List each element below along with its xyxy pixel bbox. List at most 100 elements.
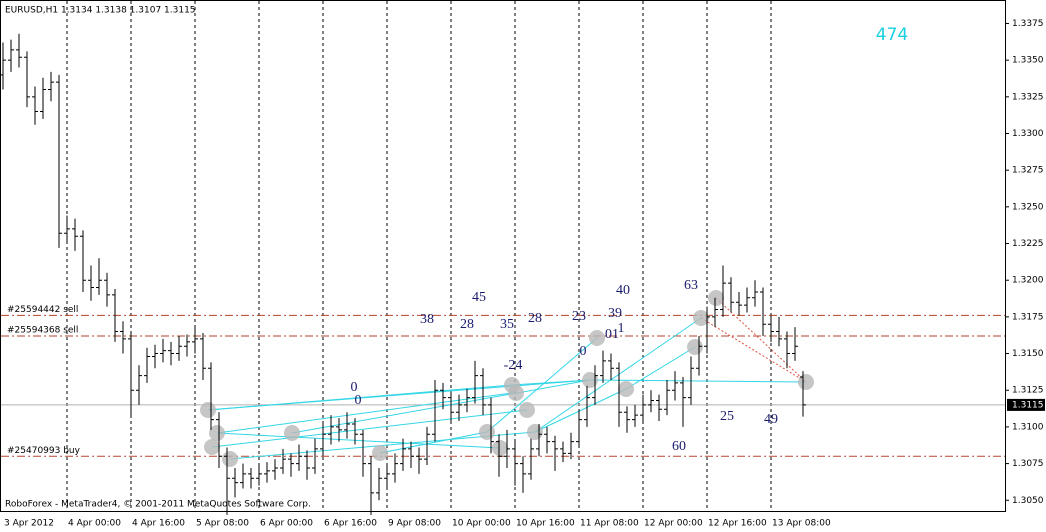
- trade-marker: [200, 402, 216, 418]
- y-tick-label: 1.3150: [1012, 349, 1044, 359]
- chart-title: EURUSD,H1 1.3134 1.3138 1.3107 1.3115: [5, 6, 196, 16]
- annotation: 63: [684, 278, 698, 293]
- ohlc-bar: [520, 456, 526, 493]
- y-tick-label: 1.3275: [1012, 166, 1044, 176]
- ohlc-bar: [384, 463, 390, 489]
- ohlc-bar: [336, 418, 342, 442]
- x-tick-label: 4 Apr 00:00: [68, 519, 121, 529]
- ohlc-bar: [584, 385, 590, 427]
- y-tick-label: 1.3200: [1012, 276, 1044, 286]
- x-tick-label: 13 Apr 08:00: [772, 519, 831, 529]
- trade-marker: [527, 424, 543, 440]
- ohlc-bar: [248, 467, 254, 489]
- x-tick-label: 9 Apr 08:00: [388, 519, 441, 529]
- x-tick-label: 6 Apr 00:00: [260, 519, 313, 529]
- ohlc-bar: [200, 333, 206, 380]
- y-tick-label: 1.3325: [1012, 92, 1044, 102]
- x-tick-label: 6 Apr 16:00: [324, 519, 377, 529]
- y-tick-label: 1.3250: [1012, 202, 1044, 212]
- trade-marker: [204, 439, 220, 455]
- ohlc-bar: [96, 258, 102, 295]
- trade-marker: [582, 372, 598, 388]
- trade-link: [486, 337, 598, 433]
- ohlc-bar: [272, 459, 278, 480]
- annotation: 38: [420, 312, 434, 327]
- trade-marker: [708, 290, 724, 306]
- x-tick-label: 10 Apr 16:00: [516, 519, 575, 529]
- ohlc-bar: [144, 347, 150, 383]
- annotation: 28: [528, 311, 542, 326]
- trade-marker: [693, 310, 709, 326]
- plot-frame: [0, 0, 1006, 512]
- trade-link: [379, 431, 488, 454]
- ohlc-bar: [344, 412, 350, 439]
- ohlc-bar: [648, 390, 654, 413]
- ohlc-bar: [232, 467, 238, 498]
- ohlc-bar: [56, 74, 62, 248]
- ohlc-bar: [472, 360, 478, 404]
- trade-marker: [508, 385, 524, 401]
- ohlc-bar: [16, 33, 22, 68]
- trade-marker: [492, 440, 508, 456]
- trade-marker: [519, 402, 535, 418]
- ohlc-bar: [88, 265, 94, 301]
- ohlc-bar: [496, 434, 502, 477]
- ohlc-bar: [176, 335, 182, 361]
- x-tick-label: 12 Apr 00:00: [644, 519, 703, 529]
- annotation: 0: [351, 380, 358, 395]
- ohlc-bar: [256, 465, 262, 486]
- ohlc-bar: [456, 394, 462, 422]
- ohlc-bar: [136, 365, 142, 405]
- current-price-box: [1007, 398, 1045, 411]
- ohlc-bar: [320, 421, 326, 457]
- ohlc-bar: [672, 371, 678, 401]
- ohlc-bar: [736, 291, 742, 316]
- annotation: 39: [608, 306, 622, 321]
- ohlc-bar: [280, 448, 286, 474]
- x-tick-label: 10 Apr 00:00: [452, 519, 511, 529]
- trade-link-red: [700, 317, 807, 383]
- ohlc-bar: [224, 447, 230, 515]
- ohlc-bar: [480, 368, 486, 416]
- annotation: -24: [504, 358, 523, 373]
- ohlc-bar: [48, 71, 54, 102]
- ohlc-bar: [400, 438, 406, 471]
- ohlc-bar: [784, 331, 790, 369]
- annotation: 0: [355, 393, 362, 408]
- annotation: 45: [472, 290, 486, 305]
- y-tick-label: 1.3125: [1012, 386, 1044, 396]
- footer: RoboForex - MetaTrader4, © 2001-2011 Met…: [5, 500, 311, 510]
- ohlc-bar: [312, 438, 318, 474]
- ohlc-bar: [128, 333, 134, 416]
- ohlc-bar: [464, 388, 470, 413]
- ohlc-bar: [352, 418, 358, 445]
- ohlc-bar: [296, 444, 302, 471]
- ohlc-bar: [688, 356, 694, 405]
- y-tick-label: 1.3225: [1012, 239, 1044, 249]
- order-label: #25594368 sell: [7, 325, 78, 335]
- order-label: #25470993 buy: [7, 446, 81, 456]
- ohlc-bar: [504, 429, 510, 468]
- trade-link: [534, 388, 627, 433]
- trade-link: [207, 379, 591, 411]
- annotation: 60: [672, 439, 686, 454]
- trade-marker: [618, 381, 634, 397]
- ohlc-bar: [728, 277, 734, 313]
- ohlc-bar: [624, 406, 630, 433]
- ohlc-bar: [568, 432, 574, 460]
- ohlc-bar: [376, 467, 382, 501]
- ohlc-bar: [160, 338, 166, 363]
- annotation: 49: [764, 412, 778, 427]
- trade-marker: [222, 451, 238, 467]
- ohlc-bar: [168, 341, 174, 366]
- ohlc-bar: [656, 394, 662, 422]
- order-label: #25594442 sell: [7, 305, 78, 315]
- ohlc-bar: [560, 441, 566, 463]
- annotation: 01: [605, 327, 619, 342]
- ohlc-bar: [552, 435, 558, 471]
- ohlc-bar: [392, 453, 398, 483]
- x-tick-label: 12 Apr 16:00: [708, 519, 767, 529]
- ohlc-bar: [800, 371, 806, 417]
- ohlc-bar: [440, 382, 446, 410]
